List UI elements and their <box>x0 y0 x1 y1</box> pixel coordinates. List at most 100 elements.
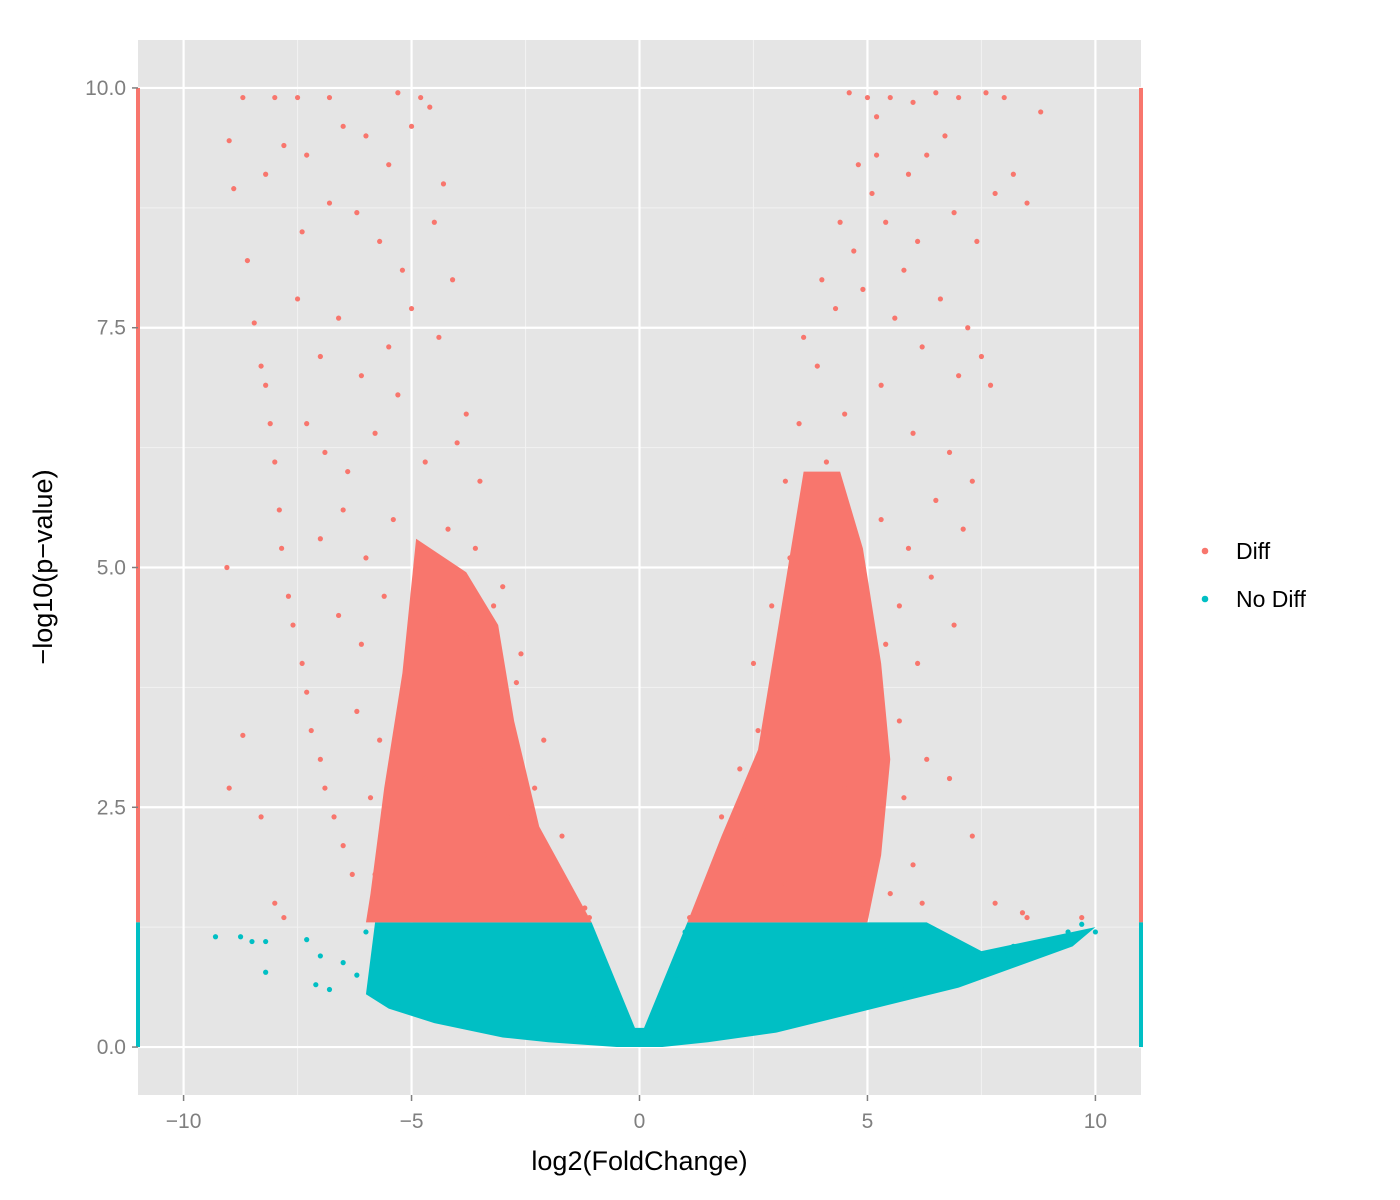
point-diff <box>842 411 848 417</box>
point-no-diff <box>1079 921 1085 927</box>
point-diff <box>983 90 989 96</box>
point-diff <box>901 267 907 273</box>
point-no-diff <box>646 1034 652 1041</box>
point-no-diff <box>1001 953 1007 959</box>
point-no-diff <box>655 1015 661 1021</box>
point-no-diff <box>787 967 793 973</box>
right-edge-band-no-diff <box>1139 922 1143 1048</box>
point-diff <box>946 449 953 456</box>
point-diff <box>404 689 410 695</box>
point-diff <box>258 363 264 369</box>
point-diff <box>244 257 251 264</box>
right-edge-band-diff <box>1139 87 1143 923</box>
point-diff <box>969 478 975 484</box>
point-diff <box>336 315 342 321</box>
point-diff <box>951 210 957 216</box>
point-diff <box>860 286 866 292</box>
point-diff <box>878 382 884 388</box>
point-diff <box>586 914 592 921</box>
point-diff <box>500 914 506 921</box>
point-diff <box>272 94 278 101</box>
point-diff <box>796 421 802 427</box>
point-diff <box>901 795 907 801</box>
point-no-diff <box>249 938 255 945</box>
no-diff-density-region <box>365 922 1096 1048</box>
y-tick-label: 0.0 <box>97 1036 126 1059</box>
point-diff <box>545 910 551 916</box>
point-diff <box>965 325 971 331</box>
point-diff <box>828 852 834 858</box>
point-diff <box>842 785 848 791</box>
point-no-diff <box>340 960 346 966</box>
point-diff <box>290 622 296 628</box>
point-no-diff <box>591 1015 597 1021</box>
point-diff <box>791 651 798 657</box>
point-diff <box>532 785 538 791</box>
point-diff <box>773 689 779 695</box>
point-diff <box>1010 171 1016 177</box>
x-tick-label: −10 <box>166 1110 202 1133</box>
point-diff <box>814 363 820 369</box>
point-diff <box>372 430 378 436</box>
point-no-diff <box>1010 943 1016 949</box>
point-diff <box>454 440 460 446</box>
point-diff <box>864 94 871 101</box>
point-diff <box>395 90 401 96</box>
point-diff <box>737 766 743 772</box>
point-no-diff <box>910 986 916 993</box>
point-no-diff <box>718 924 725 930</box>
point-diff <box>933 497 939 503</box>
point-diff <box>418 94 424 101</box>
point-no-diff <box>728 1025 734 1031</box>
point-diff <box>326 200 333 206</box>
point-no-diff <box>418 962 424 969</box>
point-diff <box>454 910 460 916</box>
point-diff <box>924 152 930 158</box>
point-diff <box>837 219 843 225</box>
left-edge-band-diff <box>136 87 140 923</box>
point-diff <box>358 641 364 647</box>
point-diff <box>336 612 342 619</box>
point-no-diff <box>486 958 492 964</box>
point-diff <box>267 421 273 427</box>
x-axis-title: log2(FoldChange) <box>531 1146 747 1176</box>
point-no-diff <box>212 934 219 940</box>
point-diff <box>919 344 925 350</box>
point-diff <box>372 871 378 878</box>
point-no-diff <box>609 996 615 1002</box>
point-no-diff <box>755 948 761 954</box>
point-no-diff <box>545 1006 551 1012</box>
point-diff <box>281 142 287 149</box>
point-diff <box>395 823 401 830</box>
point-diff <box>919 900 925 906</box>
point-no-diff <box>705 958 711 964</box>
point-diff <box>892 315 898 321</box>
y-axis-ticks: 0.0 2.5 5.0 7.5 10.0 <box>85 77 138 1059</box>
point-diff <box>358 373 364 379</box>
point-diff <box>486 718 492 724</box>
point-diff <box>472 545 478 551</box>
point-no-diff <box>440 938 447 945</box>
point-diff <box>481 852 488 858</box>
point-diff <box>582 905 588 911</box>
point-diff <box>386 162 392 168</box>
point-diff <box>427 862 433 868</box>
point-diff <box>819 277 825 283</box>
point-no-diff <box>363 929 369 935</box>
point-no-diff <box>454 977 460 983</box>
point-diff <box>340 507 346 513</box>
point-diff <box>814 756 820 762</box>
point-no-diff <box>691 1006 697 1012</box>
point-diff <box>951 622 957 628</box>
point-no-diff <box>664 996 670 1002</box>
edge-bands <box>136 87 1143 1048</box>
point-diff <box>226 785 232 791</box>
point-diff <box>873 152 880 158</box>
point-no-diff <box>992 958 998 964</box>
point-diff <box>408 651 415 657</box>
point-diff <box>956 94 962 101</box>
point-diff <box>705 890 711 897</box>
point-diff <box>395 392 401 398</box>
point-no-diff <box>1038 948 1044 954</box>
point-diff <box>878 516 884 523</box>
